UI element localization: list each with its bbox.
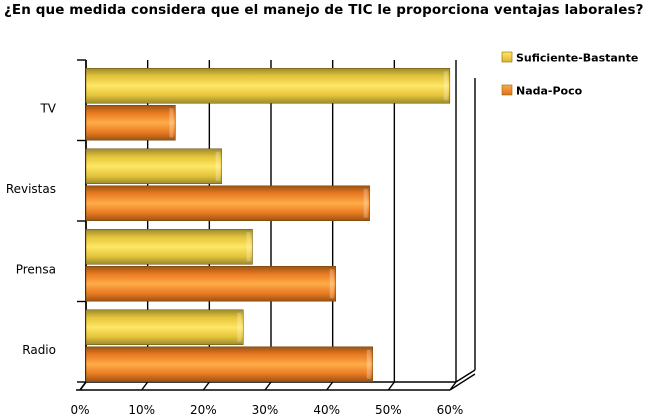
bar-cap <box>215 151 220 181</box>
bar <box>85 105 176 141</box>
legend-swatch <box>501 84 513 96</box>
legend-label: Nada-Poco <box>516 85 583 98</box>
bar <box>85 68 451 104</box>
category-label: Revistas <box>6 182 56 196</box>
chart-title: ¿En que medida considera que el manejo d… <box>4 2 644 18</box>
bar-cap <box>443 71 448 101</box>
bar <box>85 346 373 382</box>
right-wall-line <box>455 369 476 383</box>
labels: 0% 10% 20% 30% 40% 50% 60% TV Revistas Prensa Radi… <box>6 101 464 417</box>
category-label: Radio <box>22 343 56 357</box>
bar-cap <box>246 232 251 262</box>
bar-cap <box>329 269 334 299</box>
bar-cap <box>363 188 368 218</box>
x-tick-label: 50% <box>375 403 402 417</box>
bar <box>85 148 222 184</box>
floor-line <box>326 381 334 391</box>
category-label: Prensa <box>16 262 56 276</box>
floor-line <box>387 381 395 391</box>
legend-label: Suficiente-Bastante <box>516 52 638 65</box>
x-tick-label: 0% <box>70 403 89 417</box>
x-tick-label: 60% <box>437 403 464 417</box>
bar-cap <box>366 349 371 379</box>
bars <box>85 68 451 382</box>
legend-swatch <box>501 51 513 63</box>
floor-line <box>202 381 210 391</box>
category-label: TV <box>39 101 56 115</box>
legend: Suficiente-Bastante Nada-Poco <box>501 51 638 98</box>
floor-line <box>141 381 149 391</box>
x-tick-label: 20% <box>190 403 217 417</box>
floor-line <box>264 381 272 391</box>
x-tick-label: 30% <box>252 403 279 417</box>
bar <box>85 185 370 221</box>
bar <box>85 309 244 345</box>
y-axis-corner <box>79 381 87 391</box>
bar-cap <box>237 312 242 342</box>
right-wall-line <box>449 373 476 391</box>
bar-cap <box>169 108 174 138</box>
bar <box>85 229 253 265</box>
bar <box>85 266 336 302</box>
x-tick-label: 40% <box>313 403 340 417</box>
x-tick-label: 10% <box>128 403 155 417</box>
